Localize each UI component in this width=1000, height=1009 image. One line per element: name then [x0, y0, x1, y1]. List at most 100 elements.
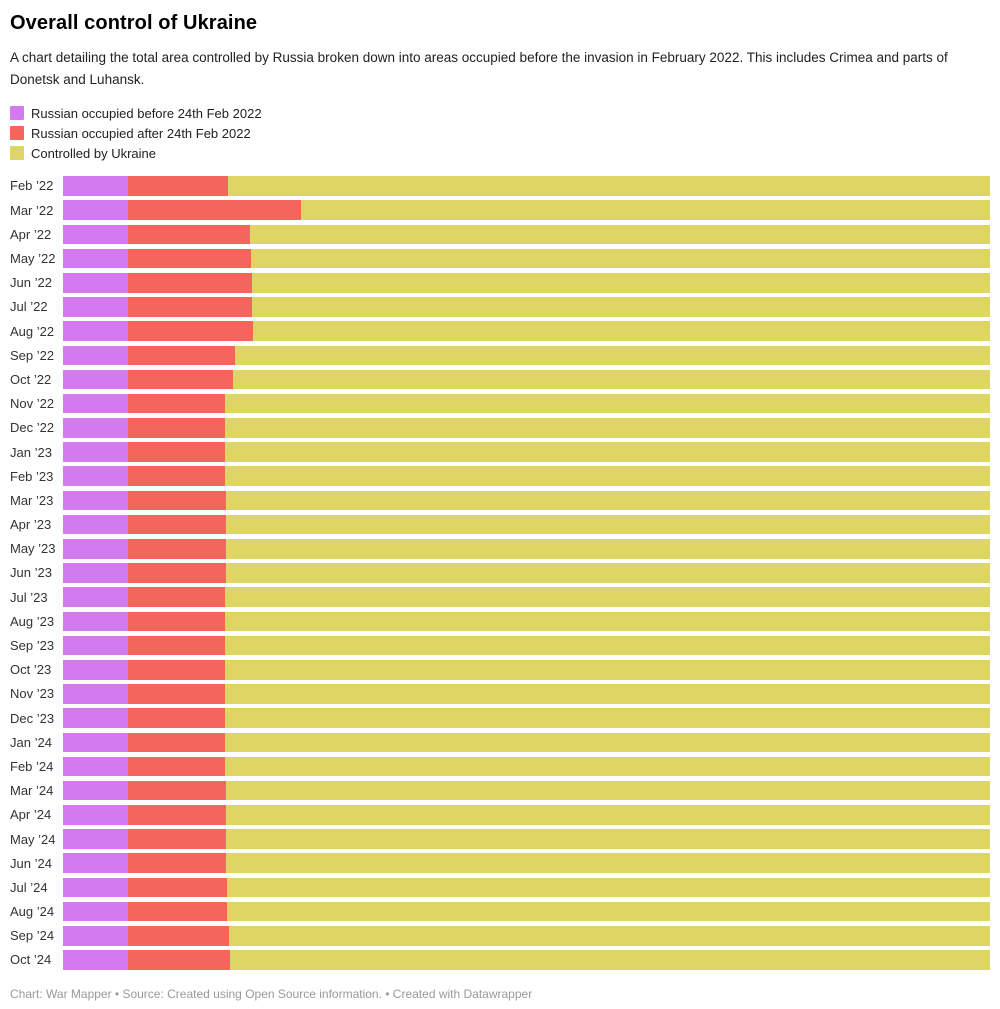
bar-segment-occupied-after[interactable] — [127, 345, 236, 366]
bar-segment-occupied-before[interactable] — [63, 466, 128, 487]
bar-segment-occupied-before[interactable] — [63, 418, 128, 438]
bar-segment-occupied-before[interactable] — [63, 732, 128, 753]
bar-segment-occupied-before[interactable] — [63, 224, 128, 245]
bar-segment-controlled-by-ukraine[interactable] — [229, 950, 990, 970]
bar-segment-controlled-by-ukraine[interactable] — [225, 611, 990, 632]
bar-segment-occupied-before[interactable] — [63, 805, 128, 825]
bar-segment-controlled-by-ukraine[interactable] — [226, 805, 990, 825]
bar-segment-occupied-after[interactable] — [127, 732, 226, 753]
bar-segment-occupied-after[interactable] — [127, 611, 226, 632]
bar-segment-occupied-after[interactable] — [127, 805, 227, 825]
bar-segment-occupied-before[interactable] — [63, 659, 128, 680]
bar-segment-controlled-by-ukraine[interactable] — [226, 514, 990, 535]
bar-segment-controlled-by-ukraine[interactable] — [225, 732, 990, 753]
bar-segment-occupied-before[interactable] — [63, 780, 128, 801]
bar-segment-occupied-after[interactable] — [127, 297, 253, 317]
bar-segment-controlled-by-ukraine[interactable] — [227, 176, 990, 196]
bar-segment-controlled-by-ukraine[interactable] — [225, 708, 990, 728]
bar-segment-controlled-by-ukraine[interactable] — [226, 490, 990, 511]
bar-segment-occupied-after[interactable] — [127, 248, 252, 269]
bar-segment-controlled-by-ukraine[interactable] — [225, 756, 990, 777]
bar-segment-occupied-before[interactable] — [63, 684, 128, 704]
bar-segment-occupied-before[interactable] — [63, 393, 128, 414]
bar-segment-occupied-after[interactable] — [127, 200, 302, 220]
bar-segment-occupied-before[interactable] — [63, 321, 128, 341]
bar-segment-occupied-before[interactable] — [63, 345, 128, 366]
bar-segment-occupied-before[interactable] — [63, 877, 128, 898]
bar-segment-occupied-before[interactable] — [63, 926, 128, 946]
bar-segment-controlled-by-ukraine[interactable] — [232, 369, 990, 390]
bar-segment-controlled-by-ukraine[interactable] — [250, 224, 990, 245]
bar-segment-occupied-after[interactable] — [127, 659, 226, 680]
bar-segment-controlled-by-ukraine[interactable] — [225, 659, 990, 680]
bar-segment-occupied-after[interactable] — [127, 708, 226, 728]
bar-segment-occupied-before[interactable] — [63, 297, 128, 317]
bar-segment-occupied-after[interactable] — [127, 926, 229, 946]
chart-row: Aug ’24 — [10, 901, 990, 922]
bar-segment-controlled-by-ukraine[interactable] — [225, 635, 990, 656]
bar-segment-occupied-before[interactable] — [63, 635, 128, 656]
bar-segment-occupied-after[interactable] — [127, 901, 228, 922]
bar-segment-controlled-by-ukraine[interactable] — [225, 393, 990, 414]
bar-segment-occupied-after[interactable] — [127, 635, 226, 656]
bar-segment-occupied-before[interactable] — [63, 490, 128, 511]
bar-segment-controlled-by-ukraine[interactable] — [227, 877, 990, 898]
bar-segment-occupied-after[interactable] — [127, 877, 228, 898]
bar-segment-occupied-before[interactable] — [63, 756, 128, 777]
bar-segment-controlled-by-ukraine[interactable] — [252, 297, 990, 317]
bar-segment-occupied-before[interactable] — [63, 587, 128, 607]
bar-segment-occupied-after[interactable] — [127, 321, 254, 341]
bar-segment-occupied-after[interactable] — [127, 563, 227, 583]
bar-segment-occupied-before[interactable] — [63, 611, 128, 632]
bar-segment-occupied-after[interactable] — [127, 224, 251, 245]
bar-segment-occupied-before[interactable] — [63, 369, 128, 390]
bar-segment-controlled-by-ukraine[interactable] — [251, 248, 990, 269]
bar-segment-occupied-before[interactable] — [63, 950, 128, 970]
bar-segment-occupied-before[interactable] — [63, 176, 128, 196]
bar-segment-occupied-before[interactable] — [63, 442, 128, 462]
bar-segment-occupied-before[interactable] — [63, 829, 128, 849]
bar-segment-occupied-before[interactable] — [63, 200, 128, 220]
bar-segment-occupied-before[interactable] — [63, 272, 128, 293]
bar-segment-occupied-after[interactable] — [127, 393, 226, 414]
bar-segment-occupied-after[interactable] — [127, 272, 253, 293]
bar-segment-occupied-before[interactable] — [63, 514, 128, 535]
bar-segment-controlled-by-ukraine[interactable] — [226, 780, 990, 801]
bar-segment-occupied-before[interactable] — [63, 563, 128, 583]
bar-segment-controlled-by-ukraine[interactable] — [226, 853, 990, 874]
bar-segment-occupied-after[interactable] — [127, 756, 226, 777]
bar-segment-occupied-after[interactable] — [127, 176, 228, 196]
bar-segment-occupied-after[interactable] — [127, 466, 226, 487]
bar-segment-controlled-by-ukraine[interactable] — [225, 587, 990, 607]
bar-segment-occupied-after[interactable] — [127, 950, 230, 970]
bar-segment-controlled-by-ukraine[interactable] — [225, 684, 990, 704]
bar-segment-occupied-after[interactable] — [127, 490, 227, 511]
bar-segment-occupied-after[interactable] — [127, 684, 226, 704]
bar-segment-controlled-by-ukraine[interactable] — [252, 272, 990, 293]
bar-segment-occupied-before[interactable] — [63, 708, 128, 728]
bar-segment-controlled-by-ukraine[interactable] — [253, 321, 990, 341]
bar-segment-controlled-by-ukraine[interactable] — [226, 539, 990, 559]
bar-segment-occupied-before[interactable] — [63, 248, 128, 269]
bar-segment-occupied-before[interactable] — [63, 901, 128, 922]
bar-segment-controlled-by-ukraine[interactable] — [226, 829, 990, 849]
bar-segment-occupied-after[interactable] — [127, 780, 227, 801]
bar-segment-controlled-by-ukraine[interactable] — [225, 466, 990, 487]
bar-segment-controlled-by-ukraine[interactable] — [235, 345, 990, 366]
bar-segment-occupied-before[interactable] — [63, 853, 128, 874]
bar-segment-occupied-after[interactable] — [127, 442, 226, 462]
bar-segment-controlled-by-ukraine[interactable] — [227, 901, 990, 922]
bar-segment-occupied-after[interactable] — [127, 369, 233, 390]
bar-segment-controlled-by-ukraine[interactable] — [226, 563, 990, 583]
bar-segment-controlled-by-ukraine[interactable] — [225, 442, 990, 462]
bar-segment-occupied-after[interactable] — [127, 514, 227, 535]
bar-segment-occupied-after[interactable] — [127, 587, 226, 607]
bar-segment-controlled-by-ukraine[interactable] — [228, 926, 990, 946]
bar-segment-controlled-by-ukraine[interactable] — [225, 418, 990, 438]
bar-segment-controlled-by-ukraine[interactable] — [301, 200, 990, 220]
bar-segment-occupied-after[interactable] — [127, 418, 226, 438]
bar-segment-occupied-before[interactable] — [63, 539, 128, 559]
bar-segment-occupied-after[interactable] — [127, 829, 227, 849]
bar-segment-occupied-after[interactable] — [127, 539, 227, 559]
bar-segment-occupied-after[interactable] — [127, 853, 227, 874]
